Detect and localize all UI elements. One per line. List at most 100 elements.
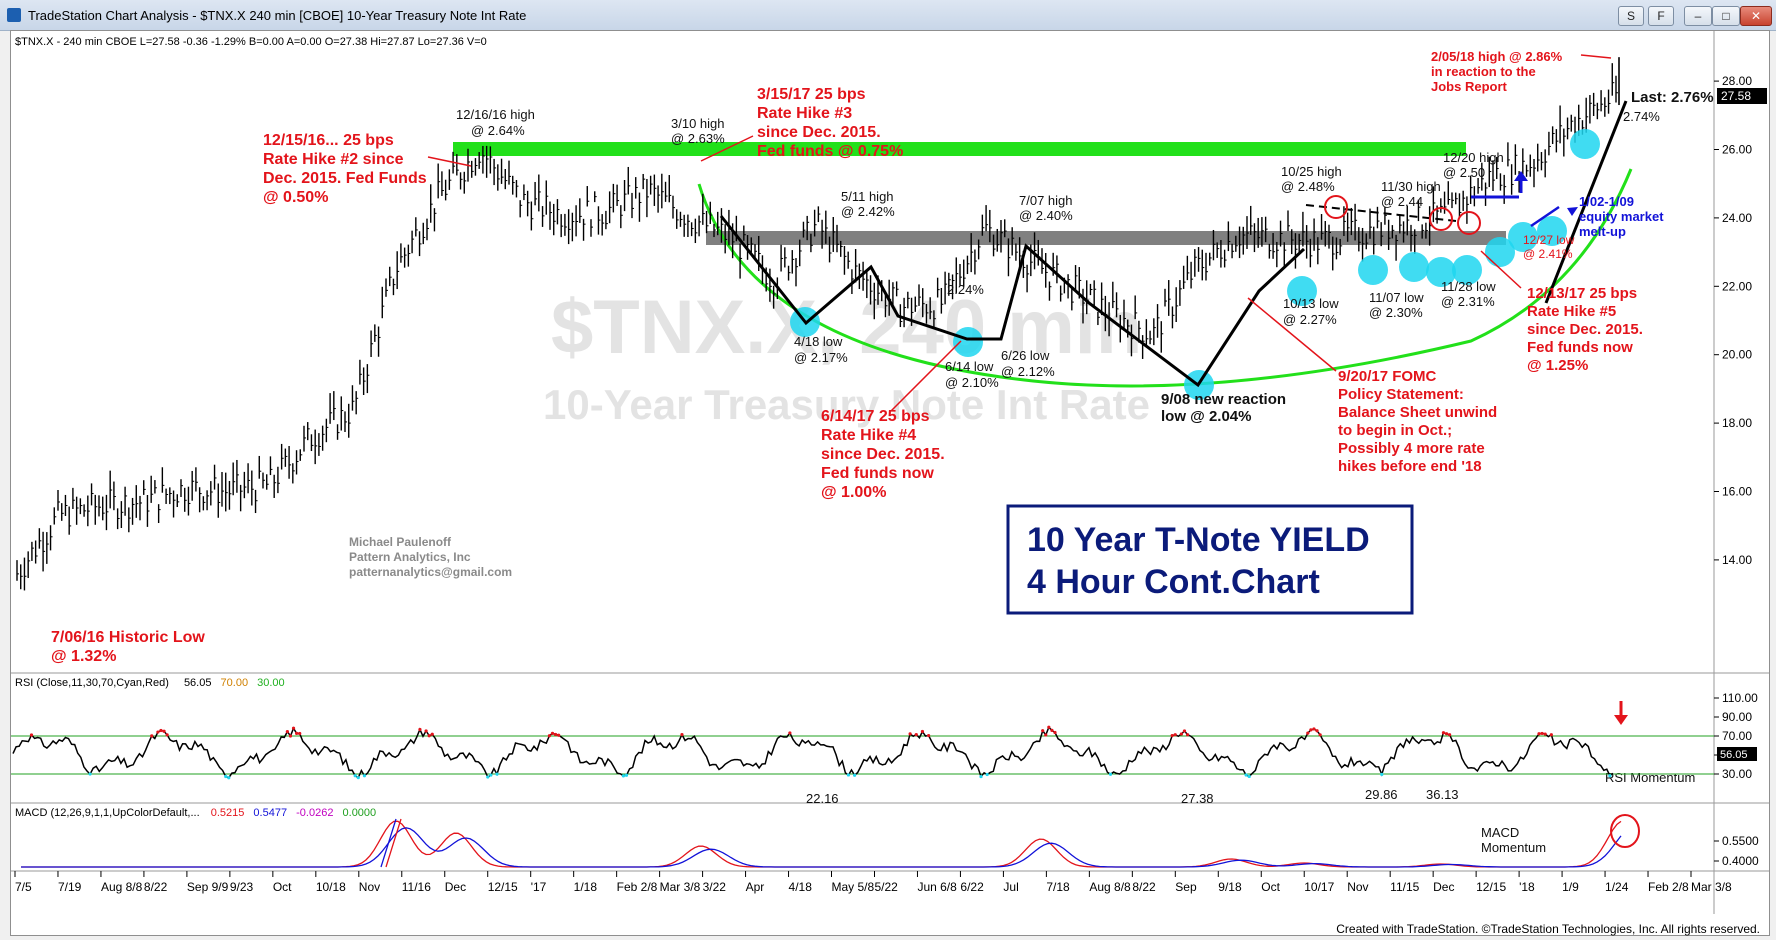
time-tick-label: Sep 9/9 (187, 880, 229, 894)
f-button[interactable]: F (1648, 6, 1674, 26)
window-title: TradeStation Chart Analysis - $TNX.X 240… (28, 8, 527, 23)
pointer-hike5 (1480, 250, 1522, 289)
time-tick-label: 9/18 (1218, 880, 1242, 894)
watermark-name: 10-Year Treasury Note Int Rate (543, 381, 1150, 428)
zigzag-path (719, 215, 1306, 388)
ann-11-28-low: 11/28 low (1441, 279, 1496, 294)
rsi-line (12, 725, 1614, 779)
chart-background (11, 31, 1769, 935)
hike5-line1: 12/13/17 25 bps (1527, 285, 1637, 302)
red-high-circle (1429, 207, 1453, 231)
rsi-overbought-mark (1309, 728, 1313, 732)
rsi-overbought-mark (908, 732, 912, 736)
ann-12-20-high: 12/20 high (1443, 150, 1504, 165)
rsi-oversold-mark (1247, 774, 1251, 779)
rsi-overbought-mark (680, 732, 684, 737)
rsi-oversold-mark (495, 772, 499, 776)
rsi-overbought-mark (427, 734, 431, 738)
ann-3-10-high: 3/10 high (671, 116, 725, 131)
fomc-line1: 9/20/17 FOMC (1338, 368, 1437, 385)
rsi-overbought-mark (156, 730, 160, 734)
time-tick-label: 5/22 (874, 880, 898, 894)
rsi-overbought-mark (550, 731, 555, 735)
cyan-low-marker (1485, 237, 1515, 267)
rsi-oversold-mark (853, 773, 857, 777)
maximize-button[interactable]: □ (1712, 6, 1740, 26)
rsi-overbought-mark (1185, 733, 1190, 737)
rsi-overbought-mark (424, 729, 428, 733)
symbol-header: $TNX.X - 240 min CBOE L=27.58 -0.36 -1.2… (15, 36, 487, 48)
rsi-overbought-mark (1306, 731, 1310, 735)
time-tick-label: 11/16 (402, 880, 431, 894)
fomc-line4: to begin in Oct.; (1338, 422, 1452, 439)
rsi-overbought-mark (920, 729, 925, 734)
rsi-overbought-mark (1318, 733, 1322, 737)
hike3-line3: since Dec. 2015. (757, 124, 881, 141)
high-2-05-line1: 2/05/18 high @ 2.86% (1431, 49, 1563, 64)
last-label: Last: 2.76% (1631, 89, 1714, 106)
chart-frame[interactable]: $TNX.X - 240 min CBOE L=27.58 -0.36 -1.2… (10, 30, 1770, 936)
last-price-value: 27.58 (1721, 89, 1751, 103)
rsi-momentum-label: RSI Momentum (1605, 770, 1695, 785)
hike4-line3: since Dec. 2015. (821, 446, 945, 463)
rsi-oversold-mark (486, 775, 490, 779)
chart-svg[interactable]: $TNX.X - 240 min CBOE L=27.58 -0.36 -1.2… (11, 31, 1769, 935)
time-tick-label: '17 (531, 880, 547, 894)
macd-spike-blue (380, 818, 397, 868)
time-tick-label: 9/23 (230, 880, 254, 894)
blue-meltup-arrow-head (1567, 207, 1578, 216)
hike4-line4: Fed funds now (821, 465, 934, 482)
s-button[interactable]: S (1618, 6, 1644, 26)
time-tick-label: 11/15 (1390, 880, 1419, 894)
time-tick-label: Feb 2/8 (1648, 880, 1689, 894)
rsi-params: RSI (Close,11,30,70,Cyan,Red) (15, 677, 169, 689)
blue-meltup-arrow (1530, 205, 1560, 228)
time-tick-label: 7/18 (1046, 880, 1070, 894)
rsi-current-box (1717, 747, 1757, 761)
rsi-oversold-mark (353, 774, 357, 778)
rsi-overbought-mark (1170, 733, 1174, 738)
cyan-low-marker (1570, 129, 1600, 159)
time-tick-label: 4/18 (789, 880, 813, 894)
rsi-overbought-mark (1053, 730, 1057, 735)
ann-10-25-high: 10/25 high (1281, 164, 1342, 179)
ann-6-26-low: 6/26 low (1001, 348, 1050, 363)
rsi-overbought-mark (295, 731, 299, 735)
price-tick-label: 22.00 (1722, 279, 1752, 293)
macd-momentum-label: Momentum (1481, 840, 1546, 855)
fomc-line5: Possibly 4 more rate (1338, 440, 1485, 457)
time-tick-label: 10/17 (1304, 880, 1334, 894)
rsi-oversold-mark (224, 774, 228, 779)
minimize-button[interactable]: – (1684, 6, 1712, 26)
time-tick-label: Sep (1175, 880, 1197, 894)
ann-11-30-value: @ 2.44 (1381, 194, 1423, 209)
rsi-oversold-mark (227, 776, 231, 780)
rsi-tick-label: 110.00 (1722, 691, 1758, 705)
low-12-27-line1: 12/27 low (1523, 233, 1575, 247)
time-tick-label: 7/5 (15, 880, 32, 894)
rsi-overbought-mark (1041, 729, 1045, 733)
rsi-ob-level: 70.00 (221, 677, 249, 689)
rsi-oversold-mark (846, 773, 851, 777)
fomc-line3: Balance Sheet unwind (1338, 404, 1497, 421)
ann-11-28-value: @ 2.31% (1441, 294, 1495, 309)
time-tick-label: Nov (1347, 880, 1368, 894)
watermark-symbol: $TNX.X, 240 min (551, 285, 1142, 370)
cyan-low-marker (1358, 255, 1388, 285)
macd-signal-value: 0.5477 (253, 807, 287, 819)
title-box (1006, 504, 1414, 615)
time-tick-label: 1/18 (574, 880, 598, 894)
time-tick-label: Mar 3/8 (660, 880, 701, 894)
red-high-circle (1324, 195, 1348, 219)
rsi-overbought-mark (1537, 732, 1541, 736)
rsi-overbought-mark (418, 727, 422, 732)
rsi-overbought-mark (29, 733, 34, 737)
rsi-overbought-mark (557, 733, 561, 737)
author-company: Pattern Analytics, Inc (349, 550, 471, 564)
close-button[interactable]: ✕ (1740, 6, 1772, 26)
ann-4-18-low: 4/18 low (794, 334, 843, 349)
rsi-overbought-mark (1179, 732, 1184, 736)
rsi-overbought-mark (927, 733, 931, 738)
rsi-oversold-mark (88, 772, 92, 776)
overlay-layer (427, 54, 1628, 412)
